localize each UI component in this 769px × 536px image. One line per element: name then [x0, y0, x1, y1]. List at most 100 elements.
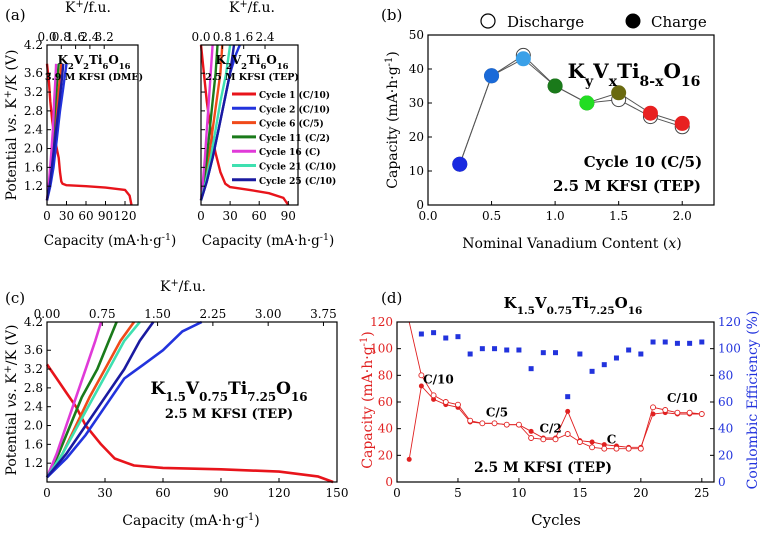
c-top-axis-title: K+/f.u. [160, 278, 206, 296]
b-charge-point [611, 85, 627, 101]
a2-x-tick-label: 60 [252, 209, 267, 223]
d-discharge-point [589, 439, 595, 445]
d-y-tick-label: 80 [378, 368, 393, 382]
text-part: Ti [572, 294, 589, 312]
d-ce-point [492, 346, 498, 352]
d-y-tick-label: 20 [378, 448, 393, 462]
text-part: V [592, 59, 609, 83]
a2-compound-title: K2V2Ti6O16 [216, 53, 289, 71]
a2-top-tick-label: 2.4 [255, 30, 274, 44]
a2-legend-label: Cycle 6 (C/5) [259, 119, 324, 130]
text-part: K [160, 279, 171, 295]
d-ce-point [540, 350, 546, 356]
b-x-tick-label: 1.5 [609, 209, 628, 223]
d-y-tick-label: 0 [385, 475, 393, 489]
d-charge-point [674, 409, 681, 416]
a1-y-tick-label: 2.0 [24, 142, 43, 156]
d-x-tick-label: 5 [454, 486, 462, 500]
a1-y-tick-label: 4.2 [24, 38, 43, 52]
text-part: K [65, 0, 76, 16]
c-y-tick-label: 2.4 [24, 400, 43, 414]
text-part: Capacity (mA·h·g [385, 66, 401, 188]
plot-frame [427, 34, 715, 206]
d-ce-point [418, 331, 424, 337]
d-ce-point [443, 335, 449, 341]
a1-top-tick-label: 2.4 [80, 30, 99, 44]
a2-series-line [199, 44, 236, 201]
b-x-tick-label: 0.0 [418, 209, 437, 223]
d-x-tick-label: 0 [393, 486, 401, 500]
b-y-tick-label: 20 [409, 130, 424, 144]
a1-x-tick-label: 120 [114, 209, 137, 223]
d-compound-title: K1.5V0.75Ti7.25O16 [504, 294, 643, 317]
text-part: Capacity (mA·h·g [122, 513, 244, 529]
d-x-tick-label: 10 [511, 486, 526, 500]
text-part: vs. [4, 388, 20, 408]
a2-top-tick-label: 1.6 [234, 30, 253, 44]
c-x-tick-label: 60 [155, 486, 170, 500]
d-y-tick-label: 120 [370, 315, 393, 329]
d-charge-point [637, 445, 644, 452]
text-part: y [584, 74, 594, 90]
c-series-line [45, 321, 155, 479]
text-part: Capacity (mA·h·g [202, 233, 320, 249]
d-ce-point [467, 351, 473, 357]
c-top-tick-label: 0.75 [89, 307, 116, 321]
text-part: K [568, 59, 586, 83]
c-series-line [45, 363, 334, 484]
text-part: 16 [681, 74, 700, 90]
d-ce-point [687, 340, 693, 346]
c-top-tick-label: 3.00 [255, 307, 282, 321]
b-charge-point [484, 68, 500, 84]
a1-x-tick-label: 90 [98, 209, 113, 223]
b-legend-charge-marker [625, 13, 641, 29]
panel-label-a: (a) [5, 6, 26, 24]
a1-electrolyte-label: 3.9 M KFSI (DME) [45, 72, 143, 83]
c-top-tick-label: 2.25 [200, 307, 227, 321]
a2-legend-label: Cycle 11 (C/2) [259, 133, 330, 144]
text-part: /f.u. [248, 0, 275, 16]
a2-legend-label: Cycle 2 (C/10) [259, 104, 330, 115]
a1-y-tick-label: 3.2 [24, 85, 43, 99]
d-y2-tick-label: 60 [718, 395, 733, 409]
text-part: K [504, 294, 518, 312]
d-charge-point [430, 392, 437, 399]
d-y2-axis-title: Coulombic Efficiency (%) [745, 311, 761, 490]
c-y-tick-label: 4.2 [24, 315, 43, 329]
c-series-line [45, 321, 141, 479]
d-ce-point [504, 347, 510, 353]
d-charge-point [479, 420, 486, 427]
d-rate-label: C/10 [667, 391, 698, 405]
a1-series-line [45, 63, 133, 206]
a1-top-tick-label: 1.6 [66, 30, 85, 44]
text-part: O [108, 53, 118, 67]
c-x-tick-label: 120 [268, 486, 291, 500]
b-charge-point [579, 95, 595, 111]
d-y2-tick-label: 40 [718, 422, 733, 436]
a1-x-tick-label: 60 [78, 209, 93, 223]
text-part: + [3, 90, 14, 98]
a1-y-tick-label: 2.8 [24, 104, 43, 118]
b-y-tick-label: 40 [409, 62, 424, 76]
text-part: + [239, 0, 247, 10]
b-subtitle-electrolyte: 2.5 M KFSI (TEP) [553, 177, 701, 195]
d-charge-point [418, 372, 425, 379]
text-part: Ti [247, 53, 261, 67]
text-part: K [150, 379, 166, 399]
d-rate-label: C [607, 432, 617, 446]
d-charge-point [515, 421, 522, 428]
text-part: /f.u. [179, 279, 206, 295]
text-part: x [668, 236, 676, 252]
b-charge-point [452, 156, 468, 172]
plot-frame [46, 44, 139, 206]
b-y-axis-title: Capacity (mA·h·g-1) [384, 51, 402, 188]
text-part: 2 [241, 61, 247, 71]
a1-x-axis-title: Capacity (mA·h·g-1) [44, 232, 177, 250]
text-part: 16 [628, 305, 643, 317]
a2-x-tick-label: 90 [281, 209, 296, 223]
plot-frame [200, 44, 299, 206]
a2-top-tick-label: 0.8 [213, 30, 232, 44]
d-y-tick-label: 60 [378, 395, 393, 409]
d-charge-point [503, 421, 510, 428]
d-ce-point [589, 368, 595, 374]
